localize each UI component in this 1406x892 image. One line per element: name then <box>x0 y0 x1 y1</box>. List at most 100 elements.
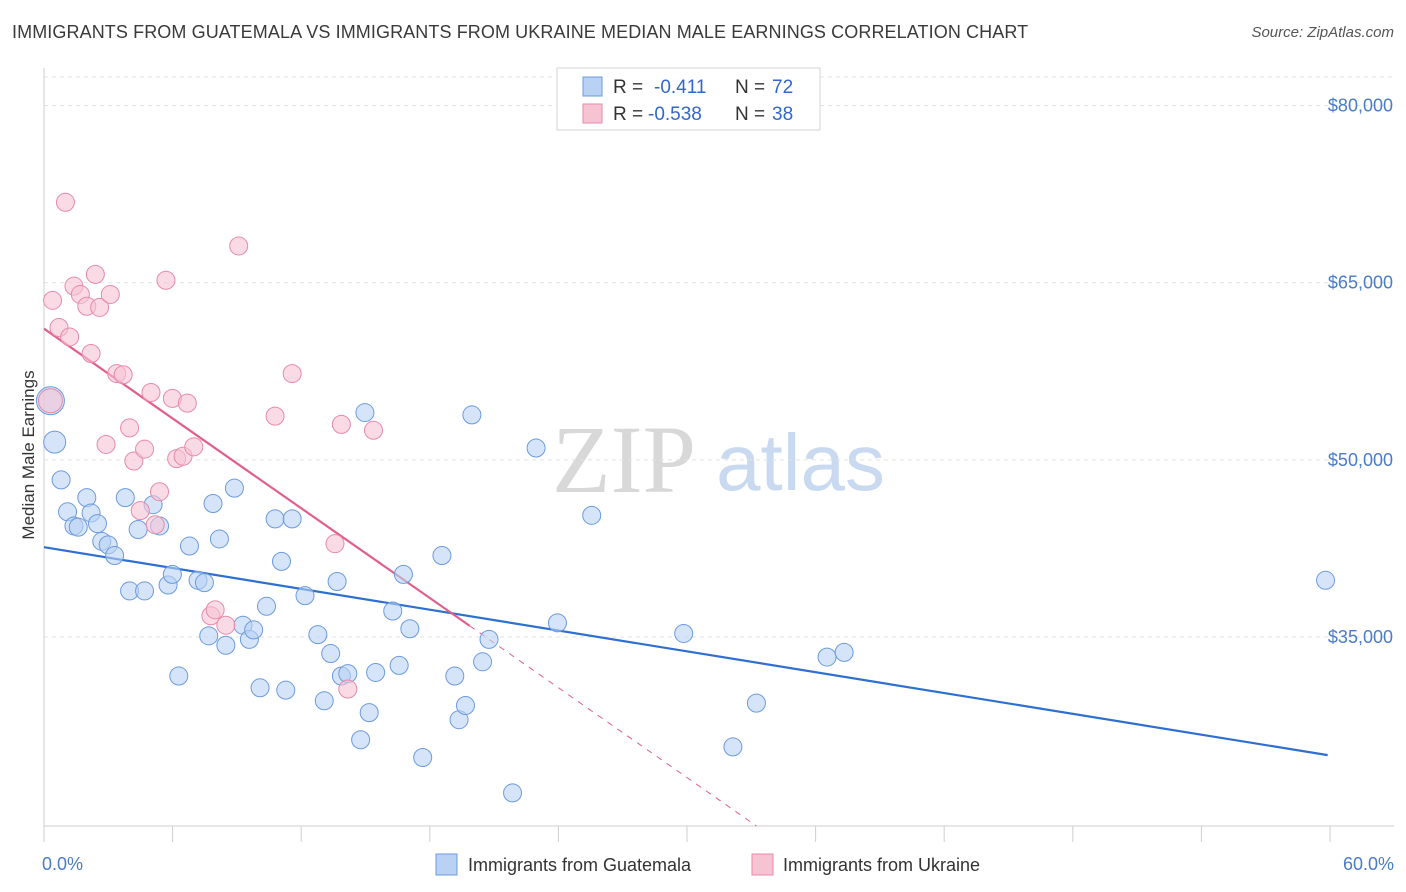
trend-lines <box>43 327 1328 827</box>
x-tick-label-max: 60.0% <box>1343 854 1394 874</box>
point-guatemala <box>462 405 482 425</box>
bottom-legend-swatch-guatemala <box>435 853 458 876</box>
point-guatemala <box>400 619 420 639</box>
point-guatemala <box>276 680 296 700</box>
point-guatemala <box>746 693 766 713</box>
point-ukraine <box>331 414 351 434</box>
point-guatemala <box>526 438 546 458</box>
point-guatemala <box>359 703 379 723</box>
point-guatemala <box>250 678 270 698</box>
point-ukraine <box>229 236 249 256</box>
legend-n-value-guatemala: 72 <box>772 77 793 98</box>
point-ukraine <box>90 297 110 317</box>
point-guatemala <box>366 662 386 682</box>
point-guatemala <box>393 564 413 584</box>
bottom-legend-label-guatemala: Immigrants from Guatemala <box>468 855 692 875</box>
legend-swatch-guatemala <box>582 76 603 97</box>
chart-title: IMMIGRANTS FROM GUATEMALA VS IMMIGRANTS … <box>12 22 1029 42</box>
point-guatemala <box>224 478 244 498</box>
point-guatemala <box>432 545 452 565</box>
point-ukraine <box>205 600 225 620</box>
point-ukraine <box>282 364 302 384</box>
point-guatemala <box>135 581 155 601</box>
point-guatemala <box>194 573 214 593</box>
point-ukraine <box>141 382 161 402</box>
point-guatemala <box>43 430 67 454</box>
point-guatemala <box>327 571 347 591</box>
point-guatemala <box>817 647 837 667</box>
grid <box>44 76 1394 638</box>
point-guatemala <box>413 747 433 767</box>
bottom-legend-swatch-ukraine <box>751 853 774 876</box>
point-ukraine <box>130 501 150 521</box>
point-guatemala <box>321 644 341 664</box>
y-tick-label: $65,000 <box>1328 273 1393 293</box>
y-tick-label: $35,000 <box>1328 627 1393 647</box>
point-ukraine <box>156 270 176 290</box>
point-guatemala <box>265 509 285 529</box>
point-ukraine <box>85 264 105 284</box>
point-ukraine <box>55 192 75 212</box>
legend-r-label-guatemala: R = <box>613 77 643 98</box>
point-ukraine <box>100 284 120 304</box>
x-tick-label-min: 0.0% <box>42 854 83 874</box>
legend-n-value-ukraine: 38 <box>772 104 793 125</box>
point-guatemala <box>445 666 465 686</box>
point-guatemala <box>355 403 375 423</box>
point-guatemala <box>282 509 302 529</box>
point-ukraine <box>96 434 116 454</box>
point-guatemala <box>674 623 694 643</box>
point-guatemala <box>547 613 567 633</box>
y-tick-labels: $35,000 $50,000 $65,000 $80,000 <box>1328 95 1393 647</box>
point-guatemala <box>723 737 743 757</box>
point-guatemala <box>162 564 182 584</box>
point-guatemala <box>51 470 71 490</box>
point-guatemala <box>216 635 236 655</box>
legend-box: R = -0.411 N = 72 R = -0.538 N = 38 <box>556 67 821 131</box>
point-guatemala <box>1316 570 1336 590</box>
point-ukraine <box>124 451 144 471</box>
point-ukraine <box>113 365 133 385</box>
point-guatemala <box>68 517 88 537</box>
source-label: Source: ZipAtlas.com <box>1251 24 1394 41</box>
point-ukraine <box>43 290 63 310</box>
point-guatemala <box>271 551 291 571</box>
point-ukraine <box>363 420 383 440</box>
point-guatemala <box>209 529 229 549</box>
point-guatemala <box>105 545 125 565</box>
point-guatemala <box>115 488 135 508</box>
trend-line-1-dashed <box>469 625 757 827</box>
point-guatemala <box>308 625 328 645</box>
point-ukraine <box>265 406 285 426</box>
axes <box>43 68 1394 842</box>
point-ukraine <box>81 344 101 363</box>
point-ukraine <box>150 482 170 502</box>
bottom-legend: Immigrants from Guatemala Immigrants fro… <box>435 853 980 876</box>
point-guatemala <box>87 514 107 534</box>
point-guatemala <box>257 596 277 616</box>
point-ukraine <box>120 418 140 438</box>
point-guatemala <box>199 626 219 646</box>
point-ukraine <box>145 515 165 535</box>
point-guatemala <box>314 691 334 711</box>
point-ukraine <box>177 393 197 413</box>
point-ukraine <box>216 615 236 635</box>
point-guatemala <box>203 494 223 514</box>
legend-r-value-guatemala: -0.411 <box>654 77 706 98</box>
point-guatemala <box>244 620 264 640</box>
y-axis-label: Median Male Earnings <box>19 370 38 539</box>
point-guatemala <box>128 520 148 540</box>
point-guatemala <box>179 536 199 556</box>
point-ukraine <box>37 388 63 414</box>
point-ukraine <box>338 679 358 699</box>
legend-n-label-ukraine: N = <box>735 104 765 125</box>
data-points <box>35 192 1336 803</box>
point-guatemala <box>383 601 403 621</box>
point-guatemala <box>169 666 189 686</box>
y-tick-label: $80,000 <box>1328 95 1393 115</box>
legend-r-value-ukraine: -0.538 <box>648 104 702 125</box>
point-guatemala <box>582 505 602 525</box>
legend-swatch-ukraine <box>582 103 603 124</box>
legend-n-label-guatemala: N = <box>735 77 765 98</box>
